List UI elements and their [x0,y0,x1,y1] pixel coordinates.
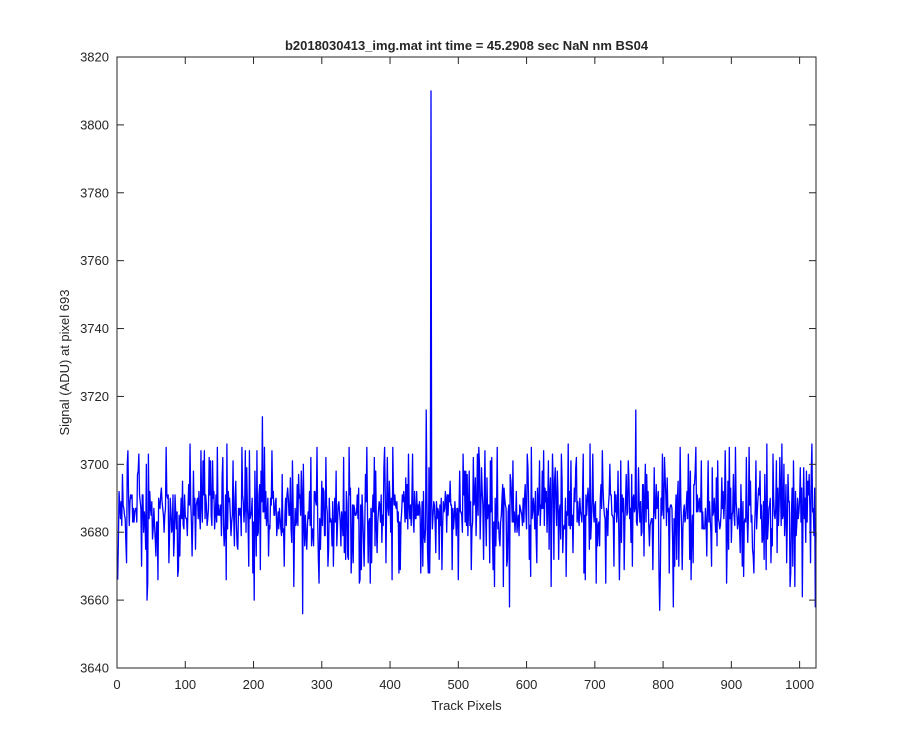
x-tick-label: 900 [721,677,743,692]
y-tick-label: 3720 [80,389,109,404]
y-tick-label: 3660 [80,593,109,608]
y-tick-label: 3680 [80,525,109,540]
chart-title: b2018030413_img.mat int time = 45.2908 s… [285,38,649,53]
x-tick-label: 700 [584,677,606,692]
axes-box [116,56,817,669]
x-tick-label: 400 [379,677,401,692]
x-tick-label: 500 [447,677,469,692]
y-tick-label: 3800 [80,117,109,132]
series-layer [117,90,817,615]
y-tick-label: 3760 [80,253,109,268]
y-tick-label: 3820 [80,50,109,65]
x-tick-label: 800 [652,677,674,692]
y-tick-label: 3740 [80,321,109,336]
plot-area [117,57,816,668]
x-axis-label: Track Pixels [431,698,502,713]
signal-line [117,90,817,615]
y-axis: 3640 3660 3680 3700 3720 3740 3760 3780 3800 3820 [80,50,816,676]
x-tick-label: 100 [174,677,196,692]
x-tick-label: 0 [113,677,120,692]
x-axis: 0 100 200 300 400 500 600 700 800 900 1000 [113,57,814,692]
y-tick-label: 3640 [80,661,109,676]
x-tick-label: 1000 [785,677,814,692]
y-axis-label: Signal (ADU) at pixel 693 [57,290,72,436]
y-tick-label: 3780 [80,185,109,200]
x-tick-label: 600 [516,677,538,692]
y-tick-label: 3700 [80,457,109,472]
x-tick-label: 300 [311,677,333,692]
x-tick-label: 200 [243,677,265,692]
